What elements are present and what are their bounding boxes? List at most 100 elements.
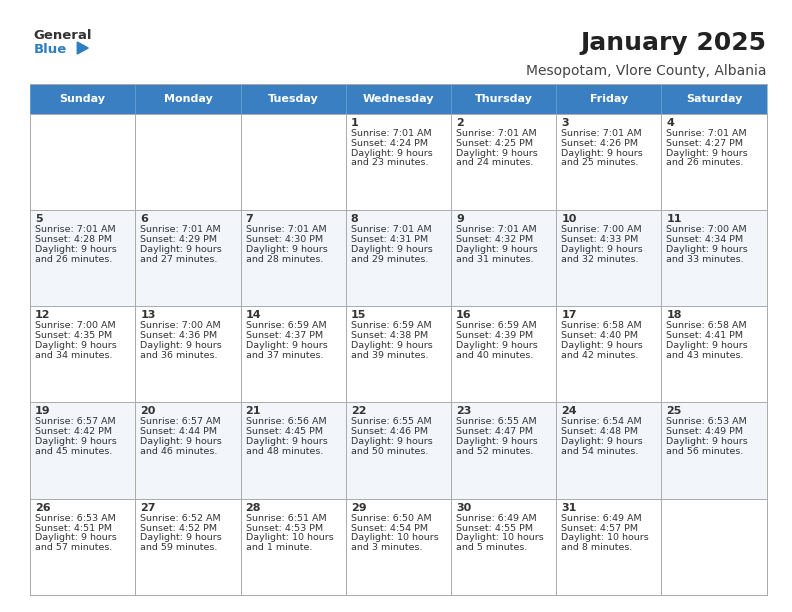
- Text: Friday: Friday: [590, 94, 628, 104]
- Text: 5: 5: [35, 214, 43, 224]
- Text: and 31 minutes.: and 31 minutes.: [456, 255, 534, 264]
- Text: Monday: Monday: [164, 94, 212, 104]
- Text: Sunset: 4:36 PM: Sunset: 4:36 PM: [140, 331, 218, 340]
- Text: and 26 minutes.: and 26 minutes.: [666, 159, 744, 168]
- Text: Sunrise: 7:01 AM: Sunrise: 7:01 AM: [140, 225, 221, 234]
- Text: 8: 8: [351, 214, 359, 224]
- Text: 29: 29: [351, 502, 367, 513]
- Bar: [346, 403, 451, 499]
- Bar: [346, 114, 451, 210]
- Text: 19: 19: [35, 406, 51, 416]
- Text: Sunset: 4:30 PM: Sunset: 4:30 PM: [246, 235, 322, 244]
- Bar: [661, 499, 767, 595]
- Text: Daylight: 9 hours: Daylight: 9 hours: [246, 341, 327, 350]
- Bar: [661, 84, 767, 114]
- Text: Daylight: 9 hours: Daylight: 9 hours: [140, 534, 222, 542]
- Bar: [30, 84, 135, 114]
- Bar: [346, 210, 451, 306]
- Bar: [661, 114, 767, 210]
- Text: and 28 minutes.: and 28 minutes.: [246, 255, 323, 264]
- Text: Sunset: 4:35 PM: Sunset: 4:35 PM: [35, 331, 112, 340]
- Text: and 48 minutes.: and 48 minutes.: [246, 447, 323, 456]
- Text: Sunrise: 6:53 AM: Sunrise: 6:53 AM: [35, 513, 116, 523]
- Text: Sunrise: 6:52 AM: Sunrise: 6:52 AM: [140, 513, 221, 523]
- Text: and 56 minutes.: and 56 minutes.: [666, 447, 744, 456]
- Text: Sunrise: 6:59 AM: Sunrise: 6:59 AM: [246, 321, 326, 330]
- Text: Sunset: 4:45 PM: Sunset: 4:45 PM: [246, 427, 322, 436]
- Text: Daylight: 9 hours: Daylight: 9 hours: [35, 534, 117, 542]
- Text: Daylight: 9 hours: Daylight: 9 hours: [562, 149, 643, 157]
- Text: Sunrise: 6:55 AM: Sunrise: 6:55 AM: [351, 417, 432, 427]
- Text: 16: 16: [456, 310, 471, 320]
- Bar: [135, 403, 241, 499]
- Bar: [661, 306, 767, 403]
- Text: Sunrise: 6:55 AM: Sunrise: 6:55 AM: [456, 417, 537, 427]
- Text: 31: 31: [562, 502, 577, 513]
- Text: Sunset: 4:28 PM: Sunset: 4:28 PM: [35, 235, 112, 244]
- Text: Sunrise: 7:01 AM: Sunrise: 7:01 AM: [562, 129, 642, 138]
- Text: 24: 24: [562, 406, 577, 416]
- Bar: [30, 499, 135, 595]
- Bar: [556, 84, 661, 114]
- Text: Sunset: 4:49 PM: Sunset: 4:49 PM: [666, 427, 744, 436]
- Text: and 39 minutes.: and 39 minutes.: [351, 351, 428, 360]
- Text: 30: 30: [456, 502, 471, 513]
- Text: Sunset: 4:52 PM: Sunset: 4:52 PM: [140, 523, 217, 532]
- Text: Sunset: 4:24 PM: Sunset: 4:24 PM: [351, 139, 428, 147]
- Text: Thursday: Thursday: [474, 94, 532, 104]
- Text: and 52 minutes.: and 52 minutes.: [456, 447, 533, 456]
- Text: Sunrise: 7:01 AM: Sunrise: 7:01 AM: [351, 129, 432, 138]
- Text: Daylight: 9 hours: Daylight: 9 hours: [246, 437, 327, 446]
- Text: Sunrise: 6:53 AM: Sunrise: 6:53 AM: [666, 417, 747, 427]
- Text: Sunrise: 6:51 AM: Sunrise: 6:51 AM: [246, 513, 326, 523]
- Text: Daylight: 9 hours: Daylight: 9 hours: [35, 245, 117, 254]
- Bar: [556, 306, 661, 403]
- Text: Sunrise: 6:56 AM: Sunrise: 6:56 AM: [246, 417, 326, 427]
- Text: Daylight: 9 hours: Daylight: 9 hours: [35, 437, 117, 446]
- Bar: [241, 114, 346, 210]
- Bar: [241, 84, 346, 114]
- Text: Wednesday: Wednesday: [363, 94, 434, 104]
- Text: and 32 minutes.: and 32 minutes.: [562, 255, 638, 264]
- Bar: [346, 84, 451, 114]
- Text: and 46 minutes.: and 46 minutes.: [140, 447, 218, 456]
- Text: Sunset: 4:41 PM: Sunset: 4:41 PM: [666, 331, 744, 340]
- Text: Daylight: 10 hours: Daylight: 10 hours: [246, 534, 333, 542]
- Text: 7: 7: [246, 214, 253, 224]
- Bar: [451, 306, 556, 403]
- Text: and 29 minutes.: and 29 minutes.: [351, 255, 428, 264]
- Text: 12: 12: [35, 310, 51, 320]
- Text: 1: 1: [351, 118, 359, 128]
- Bar: [451, 114, 556, 210]
- Text: and 57 minutes.: and 57 minutes.: [35, 543, 112, 552]
- Bar: [556, 499, 661, 595]
- Text: 20: 20: [140, 406, 156, 416]
- Text: 23: 23: [456, 406, 471, 416]
- Text: 25: 25: [666, 406, 682, 416]
- Bar: [241, 306, 346, 403]
- Text: Sunrise: 7:01 AM: Sunrise: 7:01 AM: [666, 129, 747, 138]
- Text: 28: 28: [246, 502, 261, 513]
- Polygon shape: [78, 42, 88, 54]
- Text: 18: 18: [666, 310, 682, 320]
- Text: Sunrise: 7:00 AM: Sunrise: 7:00 AM: [666, 225, 747, 234]
- Text: and 33 minutes.: and 33 minutes.: [666, 255, 744, 264]
- Text: Sunset: 4:33 PM: Sunset: 4:33 PM: [562, 235, 638, 244]
- Text: Sunrise: 6:59 AM: Sunrise: 6:59 AM: [456, 321, 537, 330]
- Text: Sunset: 4:46 PM: Sunset: 4:46 PM: [351, 427, 428, 436]
- Text: Sunrise: 6:50 AM: Sunrise: 6:50 AM: [351, 513, 432, 523]
- Text: Sunset: 4:32 PM: Sunset: 4:32 PM: [456, 235, 533, 244]
- Text: and 1 minute.: and 1 minute.: [246, 543, 312, 552]
- Text: Daylight: 9 hours: Daylight: 9 hours: [666, 149, 748, 157]
- Text: 6: 6: [140, 214, 148, 224]
- Bar: [661, 210, 767, 306]
- Bar: [241, 499, 346, 595]
- Text: and 40 minutes.: and 40 minutes.: [456, 351, 533, 360]
- Text: 2: 2: [456, 118, 464, 128]
- Text: Sunrise: 6:59 AM: Sunrise: 6:59 AM: [351, 321, 432, 330]
- Bar: [241, 210, 346, 306]
- Text: and 36 minutes.: and 36 minutes.: [140, 351, 218, 360]
- Text: Sunrise: 7:01 AM: Sunrise: 7:01 AM: [246, 225, 326, 234]
- Text: Daylight: 10 hours: Daylight: 10 hours: [456, 534, 544, 542]
- Text: Sunset: 4:42 PM: Sunset: 4:42 PM: [35, 427, 112, 436]
